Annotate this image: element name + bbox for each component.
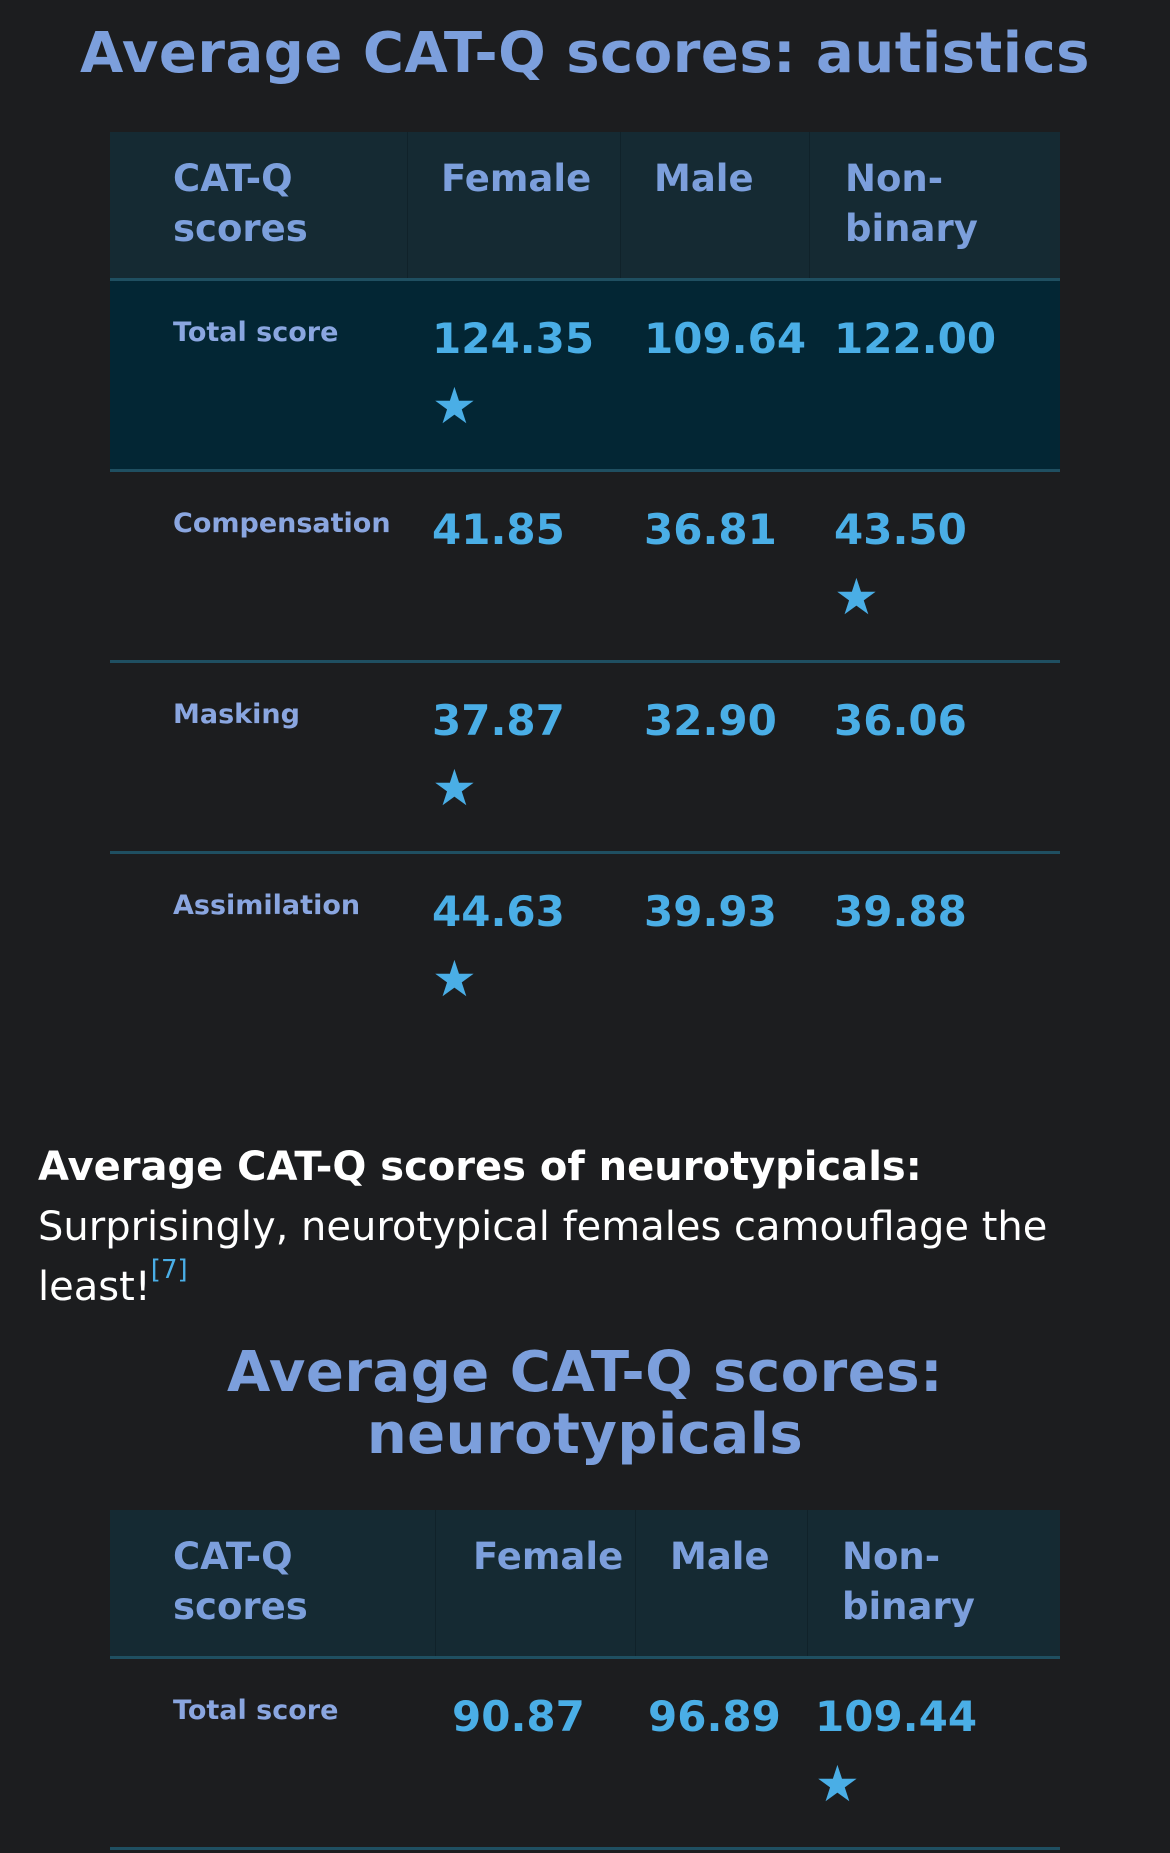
star-icon: ★	[815, 1755, 860, 1813]
star-icon: ★	[834, 568, 879, 626]
cell-value: 90.87	[452, 1692, 585, 1741]
header-catq: CAT-Q scores	[110, 132, 408, 278]
cell-nonbinary: 109.44 ★	[815, 1659, 1060, 1847]
cell-female: 41.85	[432, 472, 644, 660]
header-female: Female	[408, 132, 621, 278]
star-icon: ★	[432, 759, 477, 817]
table-row-total: Total score 124.35 ★ 109.64 122.00	[110, 281, 1060, 472]
table-header: CAT-Q scores Female Male Non-binary	[110, 132, 1060, 281]
header-nonbinary-label: Non-binary	[845, 157, 978, 250]
header-male: Male	[636, 1510, 808, 1656]
table1-title: Average CAT-Q scores: autistics	[80, 21, 1090, 86]
row-label: Compensation	[173, 508, 391, 539]
cell-female: 37.87 ★	[432, 663, 644, 851]
header-female-label: Female	[473, 1535, 624, 1578]
cell-value: 36.81	[644, 505, 777, 554]
cell-female: 90.87	[452, 1659, 648, 1847]
neurotypicals-paragraph: Average CAT-Q scores of neurotypicals: S…	[38, 1137, 1148, 1317]
table2-title: Average CAT-Q scores: neurotypicals	[226, 1340, 944, 1467]
reference-link[interactable]: [7]	[150, 1255, 188, 1285]
cell-nonbinary: 36.06	[834, 663, 1060, 851]
cell-value: 41.85	[432, 505, 565, 554]
cell-value: 43.50	[834, 505, 967, 554]
cell-value: 39.88	[834, 887, 967, 936]
table-header: CAT-Q scores Female Male Non-binary	[110, 1510, 1060, 1659]
row-label: Total score	[173, 1695, 339, 1726]
header-male-label: Male	[654, 157, 754, 200]
cell-nonbinary: 122.00	[834, 281, 1060, 469]
header-catq-label: CAT-Q scores	[173, 1535, 308, 1628]
cell-female: 44.63 ★	[432, 854, 644, 1045]
header-female: Female	[436, 1510, 636, 1656]
cell-male: 36.81	[644, 472, 834, 660]
header-male-label: Male	[670, 1535, 770, 1578]
header-female-label: Female	[441, 157, 592, 200]
neurotypicals-table: CAT-Q scores Female Male Non-binary Tota…	[110, 1510, 1060, 1850]
cell-value: 96.89	[648, 1692, 781, 1741]
header-nonbinary: Non-binary	[808, 1510, 1060, 1656]
cell-value: 36.06	[834, 696, 967, 745]
cell-male: 109.64	[644, 281, 834, 469]
table-row-masking: Masking 37.87 ★ 32.90 36.06	[110, 663, 1060, 854]
cell-value: 39.93	[644, 887, 777, 936]
table-row-compensation: Compensation 41.85 36.81 43.50 ★	[110, 472, 1060, 663]
header-nonbinary-label: Non-binary	[842, 1535, 975, 1628]
cell-male: 39.93	[644, 854, 834, 1045]
header-catq-label: CAT-Q scores	[173, 157, 308, 250]
paragraph-text: Surprisingly, neurotypical females camou…	[38, 1204, 1048, 1310]
cell-value: 124.35	[432, 314, 595, 363]
table-row-assimilation: Assimilation 44.63 ★ 39.93 39.88	[110, 854, 1060, 1045]
cell-value: 32.90	[644, 696, 777, 745]
row-label: Total score	[173, 317, 339, 348]
row-label: Assimilation	[173, 890, 361, 921]
star-icon: ★	[432, 950, 477, 1008]
table-row-total: Total score 90.87 96.89 109.44 ★	[110, 1659, 1060, 1850]
cell-female: 124.35 ★	[432, 281, 644, 469]
cell-value: 122.00	[834, 314, 997, 363]
cell-nonbinary: 43.50 ★	[834, 472, 1060, 660]
cell-value: 109.64	[644, 314, 807, 363]
cell-value: 109.44	[815, 1692, 978, 1741]
cell-nonbinary: 39.88	[834, 854, 1060, 1045]
cell-value: 44.63	[432, 887, 565, 936]
header-nonbinary: Non-binary	[810, 132, 1060, 278]
cell-male: 32.90	[644, 663, 834, 851]
cell-value: 37.87	[432, 696, 565, 745]
autistics-table: CAT-Q scores Female Male Non-binary Tota…	[110, 132, 1060, 1045]
paragraph-bold: Average CAT-Q scores of neurotypicals:	[38, 1144, 922, 1190]
row-label: Masking	[173, 699, 300, 730]
star-icon: ★	[432, 377, 477, 435]
cell-male: 96.89	[648, 1659, 815, 1847]
header-male: Male	[621, 132, 810, 278]
header-catq: CAT-Q scores	[110, 1510, 436, 1656]
